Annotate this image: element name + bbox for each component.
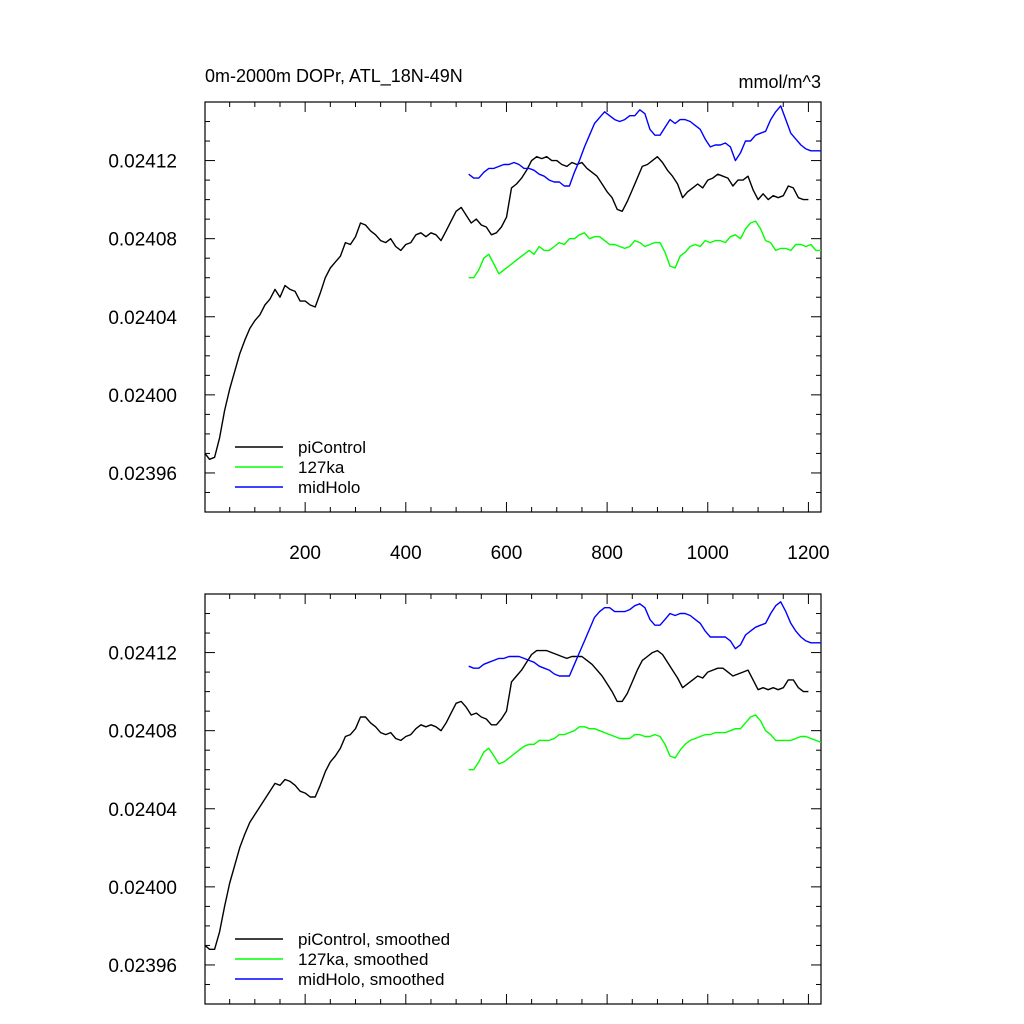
series-line (204, 155, 809, 460)
axis-ticks (205, 593, 821, 1005)
y-tick-label: 0.02400 (108, 878, 177, 899)
legend-label: 127ka, smoothed (298, 950, 428, 969)
legend-label: piControl (298, 438, 366, 457)
series-line (468, 714, 822, 771)
series-line (204, 649, 809, 950)
y-tick-label: 0.02400 (108, 386, 177, 407)
legend-label: midHolo (298, 478, 360, 497)
y-tick-label: 0.02412 (108, 644, 177, 665)
y-tick-label: 0.02404 (108, 800, 177, 821)
data-lines (204, 601, 822, 950)
y-tick-label: 0.02412 (108, 152, 177, 173)
legend-label: piControl, smoothed (298, 930, 450, 949)
axis-ticks (205, 101, 821, 513)
legend-label: midHolo, smoothed (298, 970, 444, 989)
x-axis-labels: 200 400 600 800 1000 1200 (289, 543, 829, 564)
panel-bottom: 0.02396 0.02400 0.02404 0.02408 0.02412 piCo… (108, 593, 822, 1005)
y-tick-label: 0.02396 (108, 956, 177, 977)
chart-title: 0m-2000m DOPr, ATL_18N-49N (205, 66, 463, 87)
series-line (468, 220, 821, 279)
series-line (468, 105, 821, 187)
plot-frame (204, 593, 822, 1005)
y-tick-label: 0.02408 (108, 722, 177, 743)
y-tick-label: 0.02404 (108, 308, 177, 329)
y-tick-label: 0.02396 (108, 464, 177, 485)
data-lines (204, 105, 821, 460)
y-axis-labels: 0.02396 0.02400 0.02404 0.02408 0.02412 (108, 644, 177, 977)
x-tick-label: 400 (390, 543, 422, 564)
x-tick-label: 1000 (687, 543, 729, 564)
y-tick-label: 0.02408 (108, 230, 177, 251)
x-tick-label: 200 (289, 543, 321, 564)
series-line (468, 601, 821, 677)
y-axis-labels: 0.02396 0.02400 0.02404 0.02408 0.02412 (108, 152, 177, 485)
plot-frame (204, 101, 822, 513)
x-tick-label: 1200 (787, 543, 829, 564)
chart-units: mmol/m^3 (739, 72, 821, 92)
x-tick-label: 600 (491, 543, 523, 564)
x-tick-label: 800 (591, 543, 623, 564)
legend-label: 127ka (298, 458, 345, 477)
panel-top: 0.02396 0.02400 0.02404 0.02408 0.02412 200 4… (108, 66, 829, 564)
